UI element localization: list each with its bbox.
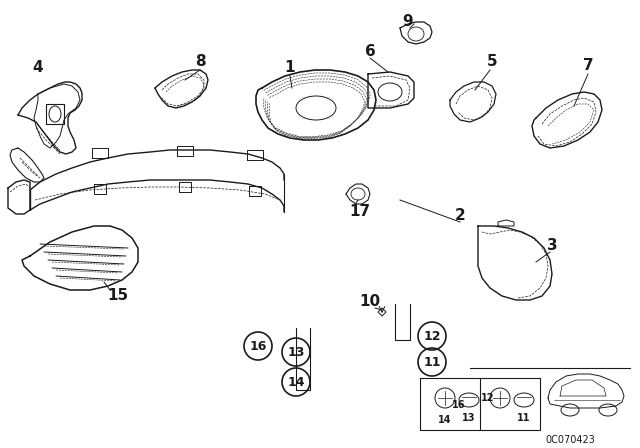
Text: 12: 12 bbox=[481, 393, 495, 403]
Text: 15: 15 bbox=[108, 289, 129, 303]
Text: 2: 2 bbox=[454, 207, 465, 223]
Text: 16: 16 bbox=[452, 400, 466, 410]
Text: 17: 17 bbox=[349, 204, 371, 220]
Text: 7: 7 bbox=[582, 59, 593, 73]
Text: 8: 8 bbox=[195, 55, 205, 69]
Text: 13: 13 bbox=[462, 413, 476, 423]
Text: 11: 11 bbox=[423, 356, 441, 369]
Text: 5: 5 bbox=[486, 55, 497, 69]
Text: 4: 4 bbox=[33, 60, 44, 76]
Text: 9: 9 bbox=[403, 14, 413, 30]
Text: 10: 10 bbox=[360, 294, 381, 310]
Text: 0C070423: 0C070423 bbox=[545, 435, 595, 445]
Text: 13: 13 bbox=[287, 345, 305, 358]
Text: 16: 16 bbox=[250, 340, 267, 353]
Text: 14: 14 bbox=[287, 375, 305, 388]
Text: 6: 6 bbox=[365, 44, 376, 60]
Text: 12: 12 bbox=[423, 329, 441, 343]
Text: 1: 1 bbox=[285, 60, 295, 76]
Text: 14: 14 bbox=[438, 415, 452, 425]
Text: 11: 11 bbox=[517, 413, 531, 423]
Text: 3: 3 bbox=[547, 238, 557, 254]
